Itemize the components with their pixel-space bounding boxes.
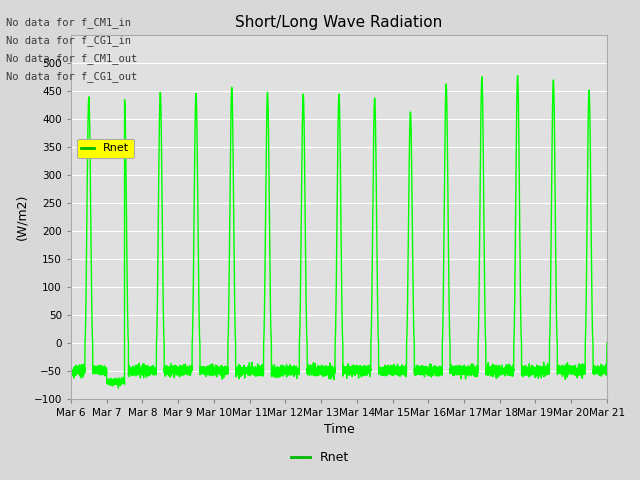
Title: Short/Long Wave Radiation: Short/Long Wave Radiation — [236, 15, 443, 30]
Text: No data for f_CM1_out: No data for f_CM1_out — [6, 53, 138, 64]
Legend: Rnet: Rnet — [77, 139, 134, 158]
Text: No data for f_CM1_in: No data for f_CM1_in — [6, 17, 131, 28]
Text: No data for f_CG1_out: No data for f_CG1_out — [6, 72, 138, 83]
Legend: Rnet: Rnet — [286, 446, 354, 469]
Y-axis label: (W/m2): (W/m2) — [15, 194, 28, 240]
X-axis label: Time: Time — [324, 423, 355, 436]
Text: No data for f_CG1_in: No data for f_CG1_in — [6, 35, 131, 46]
